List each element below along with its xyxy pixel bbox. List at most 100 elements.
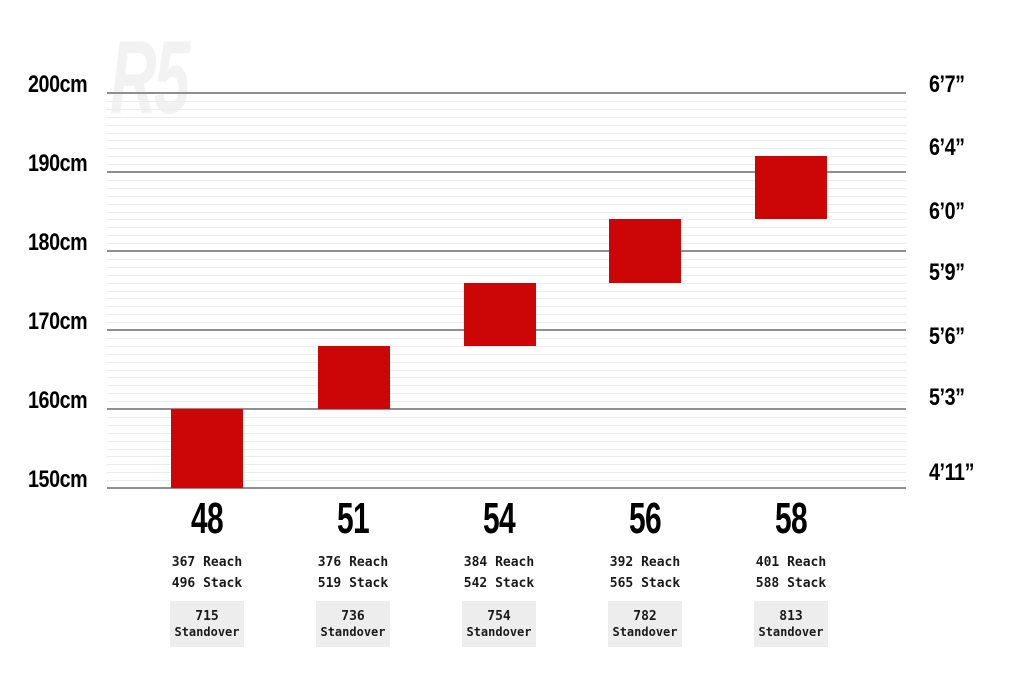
reach-value: 392 [609, 555, 634, 570]
size-label: 48 [191, 494, 224, 543]
gridline-minor [107, 195, 906, 197]
stack-spec: 519 Stack [280, 576, 426, 591]
size-58-height-range-bar [755, 156, 827, 220]
gridline-minor [107, 480, 906, 482]
standover-box: 782 Standover [608, 601, 682, 647]
gridline-minor [107, 258, 906, 260]
stack-value: 588 [755, 576, 780, 591]
gridline-minor [107, 116, 906, 118]
gridline-minor [107, 377, 906, 379]
gridline-minor [107, 108, 906, 110]
gridline-major-160cm [107, 408, 906, 410]
standover-box: 736 Standover [316, 601, 390, 647]
standover-box: 754 Standover [462, 601, 536, 647]
stack-word: Stack [787, 576, 827, 591]
standover-box: 813 Standover [754, 601, 828, 647]
stack-spec: 542 Stack [426, 576, 572, 591]
gridline-minor [107, 187, 906, 189]
gridline-minor [107, 353, 906, 355]
size-label: 58 [775, 494, 808, 543]
stack-spec: 565 Stack [572, 576, 718, 591]
standover-value: 736 [341, 609, 365, 624]
right-tick-5ft6: 5’6” [929, 323, 965, 350]
reach-word: Reach [349, 555, 389, 570]
gridline-minor [107, 432, 906, 434]
size-51-height-range-bar [317, 345, 390, 409]
gridline-minor [107, 416, 906, 418]
gridline-minor [107, 440, 906, 442]
left-tick-180cm: 180cm [27, 229, 88, 256]
standover-box: 715 Standover [170, 601, 244, 647]
stack-word: Stack [203, 576, 243, 591]
standover-value: 754 [487, 609, 511, 624]
stack-spec: 588 Stack [718, 576, 864, 591]
size-column-54: 54 384 Reach 542 Stack 754 Standover [426, 497, 572, 674]
left-tick-190cm: 190cm [27, 150, 88, 177]
gridline-minor [107, 472, 906, 474]
gridline-minor [107, 385, 906, 387]
watermark-r5-text: R5 [110, 20, 190, 136]
size-label: 51 [337, 494, 370, 543]
gridline-minor [107, 369, 906, 371]
standover-value: 715 [195, 609, 219, 624]
reach-spec: 367 Reach [134, 555, 280, 570]
right-tick-6ft4: 6’4” [929, 134, 965, 161]
standover-value: 782 [633, 609, 657, 624]
standover-word: Standover [174, 625, 240, 639]
gridline-minor [107, 401, 906, 403]
size-column-56: 56 392 Reach 565 Stack 782 Standover [572, 494, 718, 674]
gridline-minor [107, 266, 906, 268]
stack-spec: 496 Stack [134, 576, 280, 591]
reach-spec: 376 Reach [280, 555, 426, 570]
reach-spec: 401 Reach [718, 555, 864, 570]
standover-value: 813 [779, 609, 803, 624]
gridline-minor [107, 424, 906, 426]
gridline-minor [107, 100, 906, 102]
gridline-minor [107, 274, 906, 276]
stack-word: Stack [495, 576, 535, 591]
stack-value: 565 [609, 576, 634, 591]
gridline-minor [107, 148, 906, 150]
size-label: 56 [629, 494, 662, 543]
gridline-major-190cm [107, 171, 906, 173]
gridline-minor [107, 456, 906, 458]
standover-word: Standover [466, 625, 532, 639]
gridline-minor [107, 140, 906, 142]
left-tick-150cm: 150cm [27, 466, 88, 493]
size-54-height-range-bar [463, 282, 536, 346]
reach-word: Reach [787, 555, 827, 570]
gridline-minor [107, 132, 906, 134]
right-tick-6ft0: 6’0” [929, 198, 965, 225]
reach-word: Reach [641, 555, 681, 570]
size-column-51: 51 376 Reach 519 Stack 736 Standover [280, 494, 426, 674]
gridline-minor [107, 211, 906, 213]
size-column-48: 48 367 Reach 496 Stack 715 Standover [134, 494, 280, 674]
gridline-minor [107, 179, 906, 181]
right-tick-6ft7: 6’7” [929, 71, 965, 98]
gridline-minor [107, 203, 906, 205]
gridline-minor [107, 124, 906, 126]
left-tick-170cm: 170cm [27, 308, 88, 335]
gridline-minor [107, 164, 906, 166]
gridline-minor [107, 235, 906, 237]
right-tick-5ft9: 5’9” [929, 259, 965, 286]
standover-word: Standover [612, 625, 678, 639]
reach-value: 367 [171, 555, 196, 570]
size-48-height-range-bar [171, 409, 243, 488]
left-tick-200cm: 200cm [27, 71, 88, 98]
gridline-minor [107, 243, 906, 245]
reach-word: Reach [495, 555, 535, 570]
stack-word: Stack [349, 576, 389, 591]
reach-value: 401 [755, 555, 780, 570]
right-tick-4ft11: 4’11” [929, 459, 975, 486]
stack-value: 542 [463, 576, 488, 591]
gridline-minor [107, 219, 906, 221]
standover-word: Standover [320, 625, 386, 639]
reach-word: Reach [203, 555, 243, 570]
gridline-minor [107, 156, 906, 158]
stack-word: Stack [641, 576, 681, 591]
gridline-minor [107, 448, 906, 450]
gridline-minor [107, 393, 906, 395]
